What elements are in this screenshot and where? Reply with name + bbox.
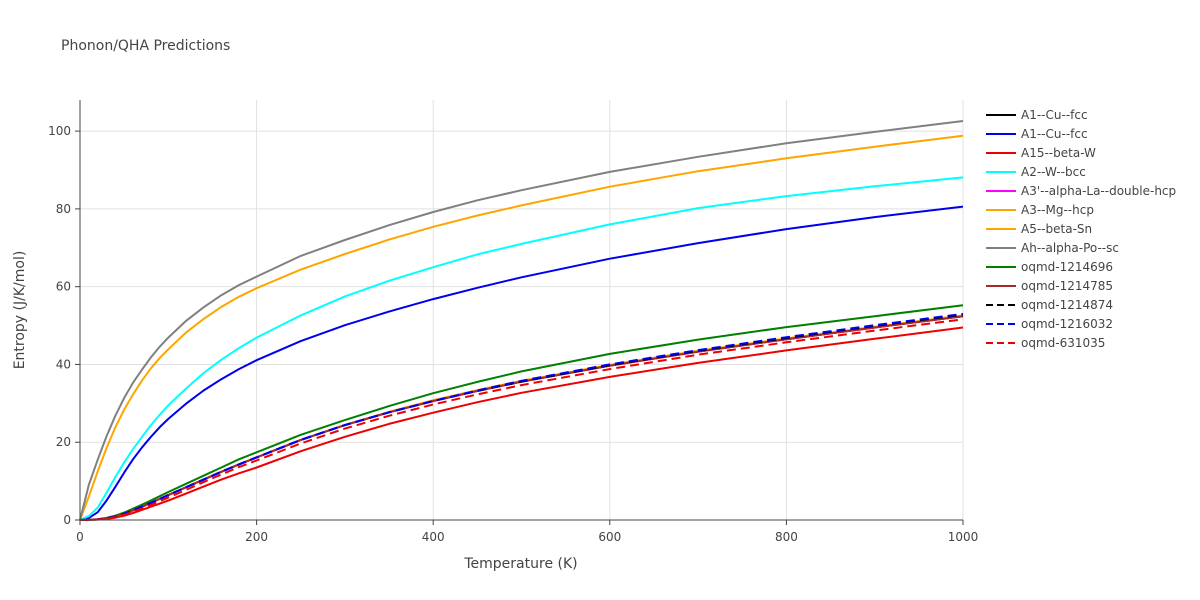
legend-label: oqmd-1214874	[1021, 298, 1113, 312]
series-layer	[79, 120, 964, 521]
series-line-8	[79, 120, 964, 521]
legend-label: oqmd-1216032	[1021, 317, 1113, 331]
legend-label: A3--Mg--hcp	[1021, 203, 1094, 217]
legend-label: A1--Cu--fcc	[1021, 108, 1088, 122]
legend-label: Ah--alpha-Po--sc	[1021, 241, 1119, 255]
series-line-5	[79, 315, 964, 521]
legend-label: oqmd-631035	[1021, 336, 1105, 350]
legend-label: A5--beta-Sn	[1021, 222, 1092, 236]
legend-item[interactable]: A15--beta-W	[986, 146, 1096, 160]
legend-label: A3'--alpha-La--double-hcp	[1021, 184, 1176, 198]
chart-title: Phonon/QHA Predictions	[61, 38, 230, 54]
y-tick-label: 0	[63, 513, 71, 527]
x-tick-label: 800	[775, 530, 798, 544]
series-line-9	[79, 304, 964, 521]
grid-layer	[80, 100, 964, 520]
legend-item[interactable]: oqmd-1214696	[986, 260, 1113, 274]
x-tick-label: 600	[598, 530, 621, 544]
legend-item[interactable]: Ah--alpha-Po--sc	[986, 241, 1119, 255]
legend-label: A2--W--bcc	[1021, 165, 1086, 179]
x-axis-title: Temperature (K)	[463, 556, 577, 572]
legend: A1--Cu--fcc A1--Cu--fcc A15--beta-W A2--W--…	[986, 108, 1176, 350]
legend-item[interactable]: oqmd-631035	[986, 336, 1105, 350]
legend-item[interactable]: A2--W--bcc	[986, 165, 1086, 179]
series-line-7	[79, 134, 964, 521]
y-tick-label: 80	[56, 202, 71, 216]
series-line-12	[79, 312, 964, 521]
x-tick-label: 1000	[948, 530, 979, 544]
x-tick-label: 0	[76, 530, 84, 544]
legend-item[interactable]: A3--Mg--hcp	[986, 203, 1094, 217]
series-line-1	[79, 315, 964, 521]
y-tick-label: 40	[56, 357, 71, 371]
legend-item[interactable]: A1--Cu--fcc	[986, 127, 1088, 141]
legend-label: oqmd-1214696	[1021, 260, 1113, 274]
legend-item[interactable]: A3'--alpha-La--double-hcp	[986, 184, 1176, 198]
series-line-3	[79, 326, 964, 521]
series-line-10	[79, 315, 964, 521]
legend-item[interactable]: oqmd-1214874	[986, 298, 1113, 312]
legend-label: A15--beta-W	[1021, 146, 1096, 160]
x-tick-label: 200	[245, 530, 268, 544]
series-line-6	[79, 314, 964, 521]
y-tick-label: 60	[56, 280, 71, 294]
legend-label: A1--Cu--fcc	[1021, 127, 1088, 141]
legend-item[interactable]: oqmd-1214785	[986, 279, 1113, 293]
x-tick-label: 400	[422, 530, 445, 544]
y-tick-label: 20	[56, 435, 71, 449]
series-line-4	[79, 176, 964, 521]
y-axis-title: Entropy (J/K/mol)	[12, 251, 28, 370]
axis-layer: 0 200 400 600 800 1000 0 20 40 60 80 100	[48, 100, 978, 544]
y-tick-label: 100	[48, 124, 71, 138]
legend-item[interactable]: oqmd-1216032	[986, 317, 1113, 331]
legend-item[interactable]: A5--beta-Sn	[986, 222, 1092, 236]
series-line-13	[79, 318, 964, 521]
series-line-2	[79, 205, 964, 521]
legend-label: oqmd-1214785	[1021, 279, 1113, 293]
legend-item[interactable]: A1--Cu--fcc	[986, 108, 1088, 122]
